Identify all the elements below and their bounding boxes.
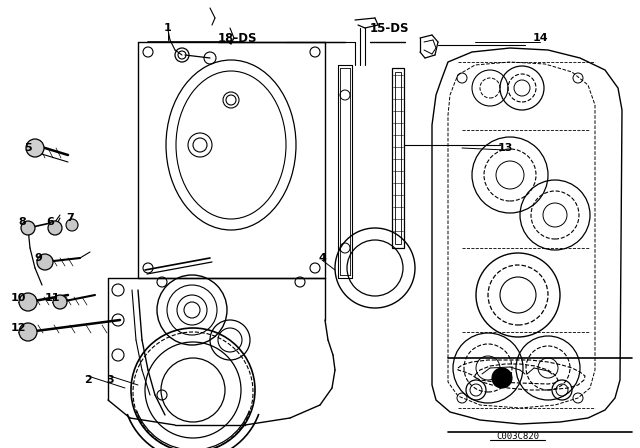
Circle shape [37,254,53,270]
Text: 3: 3 [106,375,114,385]
Text: 14: 14 [532,33,548,43]
Circle shape [492,368,512,388]
Text: 11: 11 [44,293,60,303]
Text: C003C820: C003C820 [497,431,540,440]
Text: 6: 6 [46,217,54,227]
Text: 7: 7 [66,213,74,223]
Text: 1: 1 [164,23,172,33]
Circle shape [66,219,78,231]
Text: 9: 9 [34,253,42,263]
Text: 13: 13 [497,143,513,153]
Circle shape [53,295,67,309]
Circle shape [19,323,37,341]
Circle shape [19,293,37,311]
Bar [392,68,404,248]
Bar [395,72,401,244]
Text: 8: 8 [18,217,26,227]
Text: 10: 10 [10,293,26,303]
Text: 15-DS: 15-DS [370,22,410,34]
Circle shape [21,221,35,235]
Text: 18-DS: 18-DS [218,31,257,44]
Text: 12: 12 [10,323,26,333]
Text: 5: 5 [24,143,32,153]
Text: 2: 2 [84,375,92,385]
Text: 4: 4 [318,253,326,263]
Circle shape [26,139,44,157]
Circle shape [48,221,62,235]
